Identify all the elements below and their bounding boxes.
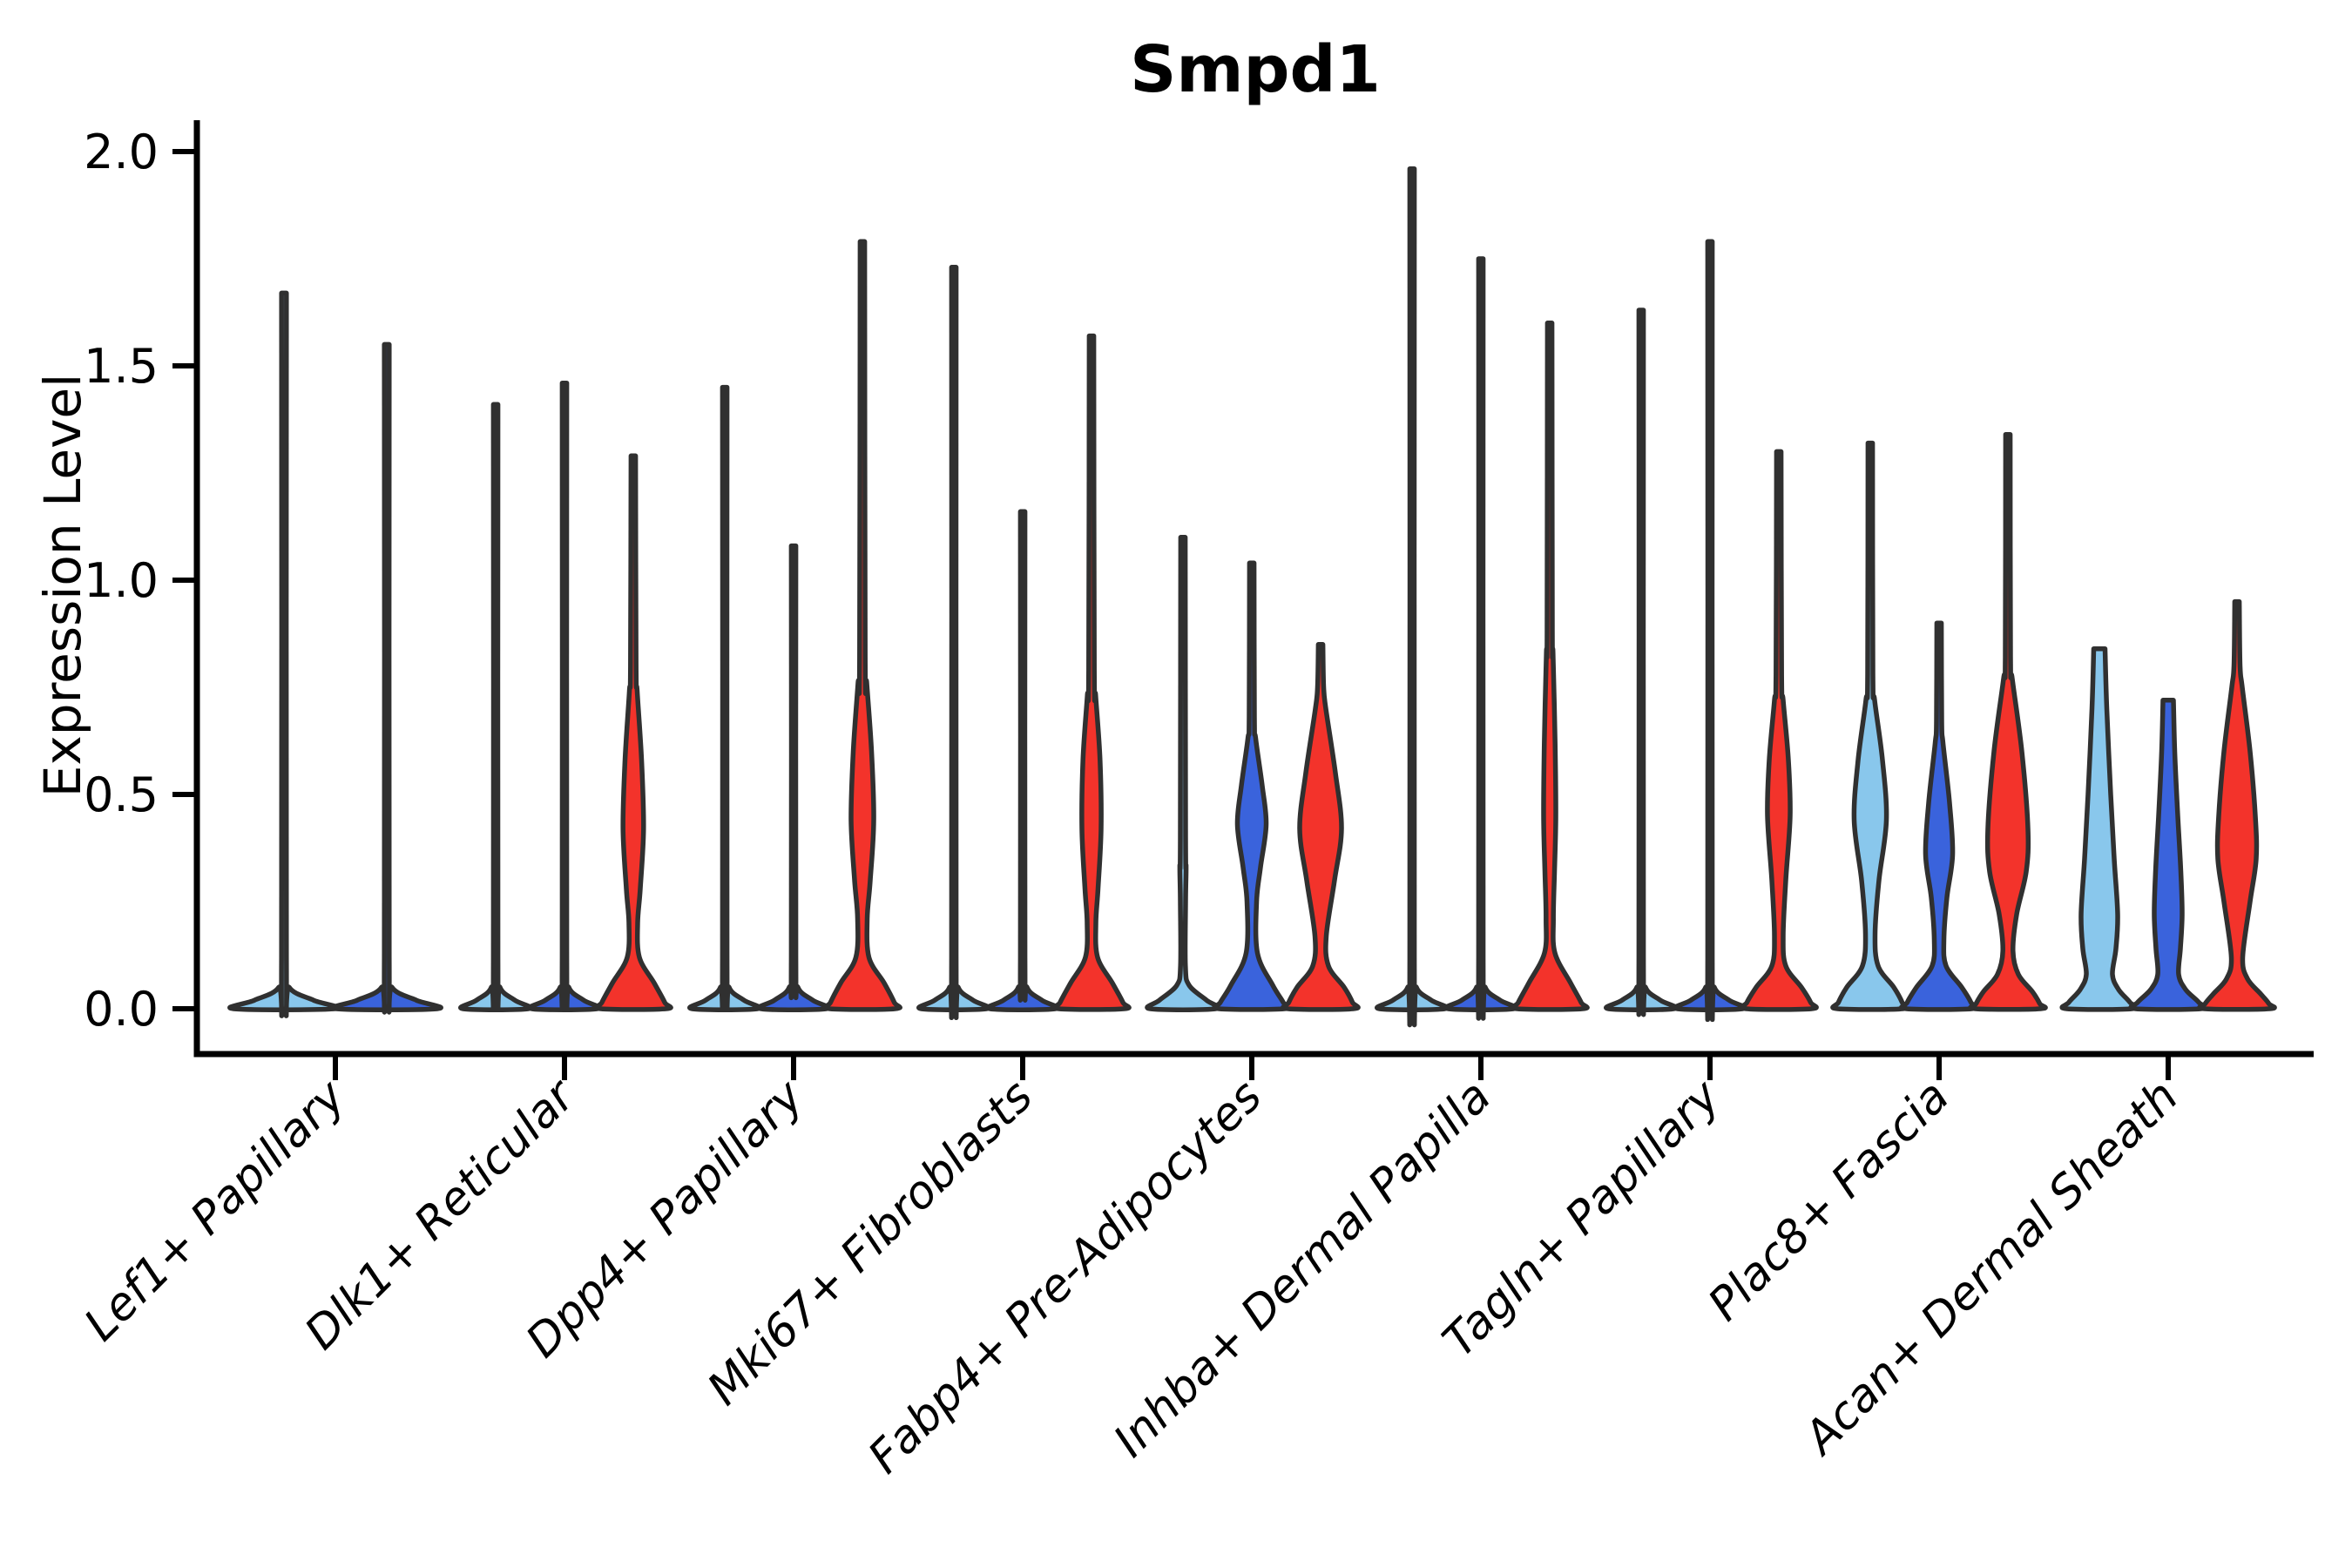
- violin-tagln+-blue: [1673, 239, 1747, 1022]
- violin-dlk1+-blue: [527, 380, 602, 1012]
- x-tick-label: Acan+ Dermal Sheath: [1793, 1071, 2188, 1466]
- y-tick-label: 1.0: [84, 553, 159, 608]
- violin-lef1+-blue: [330, 341, 443, 1015]
- violin-dpp4+-red: [822, 239, 902, 1012]
- y-tick-label: 1.5: [84, 339, 159, 394]
- violin-plac8+-light-blue: [1830, 440, 1910, 1012]
- violin-dlk1+-red: [593, 453, 673, 1012]
- violin-inhba+-red: [1510, 321, 1590, 1012]
- violin-dpp4+-blue: [756, 543, 831, 1012]
- violin-acan+-light-blue: [2059, 645, 2139, 1012]
- violin-dpp4+-light-blue: [687, 384, 762, 1012]
- violin-acan+-blue: [2128, 698, 2208, 1012]
- violin-dlk1+-light-blue: [458, 402, 533, 1012]
- violin-plac8+-blue: [1899, 620, 1979, 1012]
- violin-inhba+-blue: [1443, 256, 1518, 1021]
- violin-mki67+-light-blue: [916, 265, 991, 1020]
- violin-mki67+-blue: [985, 509, 1060, 1012]
- violin-mki67+-red: [1051, 333, 1132, 1012]
- violin-fabp4+-blue: [1212, 560, 1292, 1012]
- y-tick-label: 0.0: [84, 982, 159, 1037]
- y-tick-label: 2.0: [84, 125, 159, 179]
- violin-inhba+-light-blue: [1375, 166, 1450, 1028]
- x-tick-label: Fabp4+ Pre-Adipocytes: [859, 1071, 1273, 1484]
- violin-fabp4+-red: [1281, 642, 1361, 1012]
- violin-tagln+-red: [1739, 449, 1819, 1012]
- x-tick-label: Plac8+ Fascia: [1699, 1071, 1959, 1331]
- x-tick-label: Inhba+ Dermal Papilla: [1104, 1071, 1501, 1468]
- violin-lef1+-light-blue: [227, 290, 341, 1018]
- violin-fabp4+-light-blue: [1145, 535, 1221, 1012]
- chart-title: Smpd1: [1130, 32, 1381, 107]
- violin-acan+-red: [2197, 598, 2277, 1012]
- violin-plac8+-red: [1968, 431, 2048, 1012]
- violin-tagln+-light-blue: [1604, 308, 1679, 1017]
- y-tick-label: 0.5: [84, 767, 159, 822]
